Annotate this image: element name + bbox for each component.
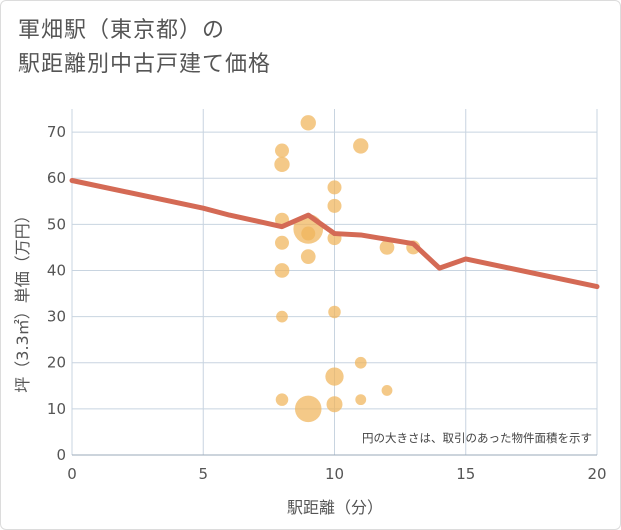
bubble-point-17 (354, 356, 367, 369)
bubble-point-5 (327, 198, 342, 213)
x-tick-label-3: 15 (456, 465, 475, 483)
trend-series (69, 178, 600, 290)
bubble-point-21 (355, 394, 367, 406)
y-tick-label-4: 40 (47, 261, 66, 279)
bubble-point-20 (275, 393, 289, 406)
y-tick-label-0: 0 (56, 446, 66, 464)
x-tick-label-1: 5 (198, 465, 208, 483)
x-tick-label-4: 20 (587, 465, 606, 483)
y-tick-label-7: 70 (47, 123, 66, 141)
bubble-point-0 (300, 115, 316, 131)
bubble-point-10 (275, 235, 289, 250)
x-tick-label-2: 10 (325, 465, 344, 483)
bubble-point-13 (300, 249, 316, 264)
chart-title-line-2: 駅距離別中古戸建て価格 (18, 52, 272, 77)
trend-line (69, 178, 600, 290)
chart-title: 軍畑駅（東京都）の 駅距離別中古戸建て価格 (18, 14, 271, 82)
bubble-point-16 (276, 310, 288, 323)
x-axis-ticks: 0 5 10 15 20 (67, 465, 606, 483)
bubble-point-19 (381, 384, 393, 396)
y-axis-label: 坪（3.3㎡）単価（万円） (13, 207, 32, 392)
bubble-point-8 (301, 226, 316, 241)
bubble-point-14 (274, 263, 290, 278)
chart-title-line-1: 軍畑駅（東京都）の (18, 18, 226, 43)
bubble-point-22 (326, 396, 343, 413)
bubble-point-1 (275, 143, 289, 158)
bubble-point-2 (353, 138, 369, 154)
bubble-point-18 (325, 367, 344, 386)
y-tick-label-5: 50 (47, 215, 66, 233)
y-tick-label-2: 20 (47, 354, 66, 372)
bubble-point-11 (379, 240, 395, 255)
bubble-point-4 (327, 180, 342, 195)
bubble-point-23 (294, 395, 322, 423)
y-tick-label-1: 10 (47, 400, 66, 418)
y-axis-ticks: 0 10 20 30 40 50 60 70 (47, 123, 66, 464)
bubble-point-3 (274, 156, 290, 173)
y-tick-label-6: 60 (47, 169, 66, 187)
x-tick-label-0: 0 (67, 465, 77, 483)
bubble-size-note: 円の大きさは、取引のあった物件面積を示す (362, 431, 592, 445)
x-axis-label: 駅距離（分） (287, 498, 383, 517)
bubble-point-15 (328, 305, 341, 319)
y-tick-label-3: 30 (47, 308, 66, 326)
